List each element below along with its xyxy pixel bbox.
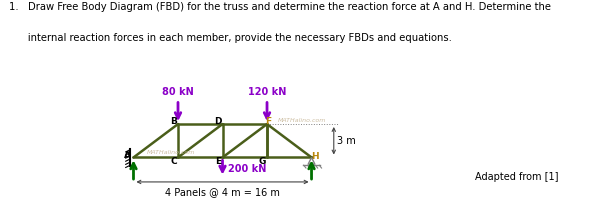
Text: C: C [170,157,177,166]
Text: Adapted from [1]: Adapted from [1] [475,172,559,183]
Text: MATHalino.com: MATHalino.com [278,118,327,123]
Text: 200 kN: 200 kN [228,164,267,174]
Text: D: D [214,117,222,126]
Text: MATHalino.com: MATHalino.com [147,150,195,155]
Text: 120 kN: 120 kN [248,87,286,97]
Text: A: A [124,151,132,160]
Text: internal reaction forces in each member, provide the necessary FBDs and equation: internal reaction forces in each member,… [9,33,452,43]
Text: G: G [259,157,266,166]
Text: 3 m: 3 m [337,136,356,146]
Text: 80 kN: 80 kN [162,87,194,97]
Text: E: E [215,157,221,166]
Text: 4 Panels @ 4 m = 16 m: 4 Panels @ 4 m = 16 m [165,187,280,197]
Text: 1.   Draw Free Body Diagram (FBD) for the truss and determine the reaction force: 1. Draw Free Body Diagram (FBD) for the … [9,2,551,12]
Text: F: F [266,117,271,126]
Text: H: H [311,152,319,161]
Text: B: B [170,117,177,126]
